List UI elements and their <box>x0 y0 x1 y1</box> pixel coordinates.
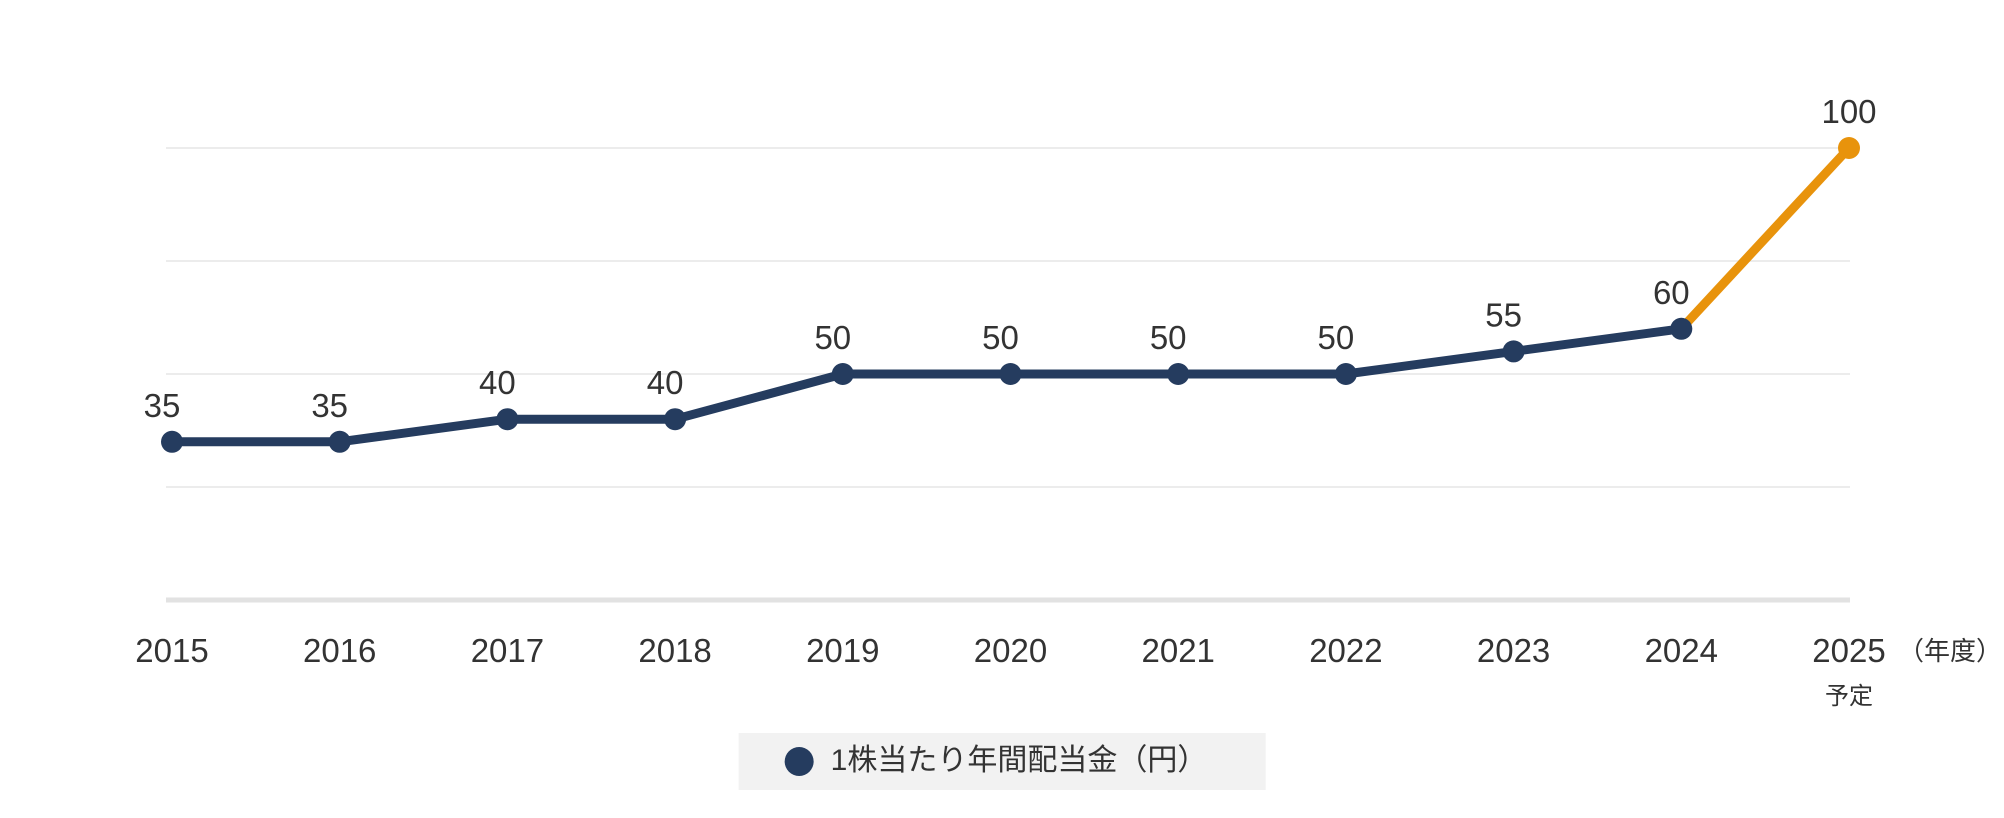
x-tick-label-2019: 2019 <box>806 632 879 669</box>
x-tick-label-2024: 2024 <box>1645 632 1718 669</box>
data-label-2018: 40 <box>647 364 684 401</box>
data-point-2022 <box>1334 363 1357 385</box>
x-tick-label-2022: 2022 <box>1309 632 1382 669</box>
data-point-2015 <box>161 430 183 453</box>
legend-circle-icon <box>784 747 814 776</box>
data-point-2017 <box>496 408 519 431</box>
x-tick-label-2021: 2021 <box>1141 632 1214 669</box>
data-label-2021: 50 <box>1150 319 1187 356</box>
x-tick-label-2023: 2023 <box>1477 632 1550 669</box>
x-tick-label-2020: 2020 <box>974 632 1047 669</box>
legend: 1株当たり年間配当金（円） <box>738 733 1266 790</box>
data-label-2019: 50 <box>814 319 851 356</box>
data-point-2020 <box>999 363 1022 385</box>
data-point-2024 <box>1670 317 1693 340</box>
x-tick-label-2016: 2016 <box>303 632 376 669</box>
legend-label: 1株当たり年間配当金（円） <box>830 743 1208 777</box>
x-tick-label-2018: 2018 <box>638 632 711 669</box>
data-point-2019 <box>831 363 854 385</box>
data-label-2020: 50 <box>982 319 1019 356</box>
data-label-2023: 55 <box>1485 296 1522 333</box>
data-label-2025: 100 <box>1821 93 1876 130</box>
x-tick-label-2025: 2025 <box>1812 632 1885 669</box>
data-label-2024: 60 <box>1653 274 1690 311</box>
dividend-line <box>167 324 1686 447</box>
data-point-2018 <box>664 408 687 431</box>
data-label-2022: 50 <box>1318 319 1355 356</box>
forecast-line-segment <box>1676 143 1854 334</box>
data-point-2016 <box>328 430 351 453</box>
data-label-2016: 35 <box>311 387 348 424</box>
data-label-2015: 35 <box>144 387 181 424</box>
forecast-note: 予定 <box>1825 683 1873 710</box>
axis-unit-label: （年度） <box>1898 636 2002 666</box>
data-point-2025 <box>1838 137 1860 159</box>
data-label-2017: 40 <box>479 364 516 401</box>
data-point-2021 <box>1167 363 1190 385</box>
data-point-2023 <box>1502 340 1525 363</box>
x-tick-label-2015: 2015 <box>135 632 208 669</box>
x-tick-label-2017: 2017 <box>471 632 544 669</box>
